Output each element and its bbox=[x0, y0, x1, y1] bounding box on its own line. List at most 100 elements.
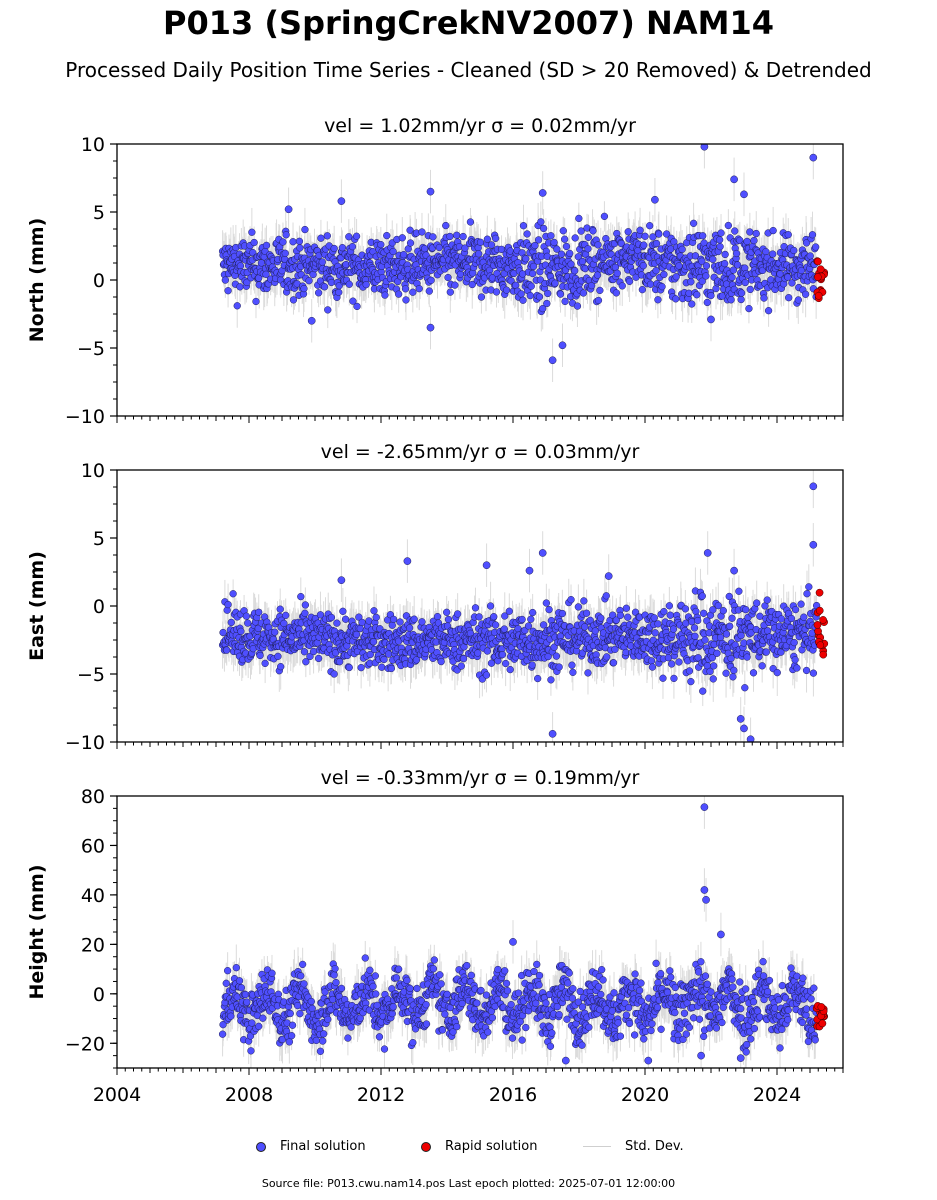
final-point bbox=[742, 279, 749, 286]
final-point bbox=[704, 299, 711, 306]
final-point bbox=[282, 250, 289, 257]
final-point bbox=[761, 295, 768, 302]
final-point bbox=[529, 270, 536, 277]
final-point bbox=[624, 614, 631, 621]
final-point bbox=[426, 288, 433, 295]
final-point bbox=[603, 653, 610, 660]
final-point bbox=[693, 291, 700, 298]
final-point bbox=[529, 609, 536, 616]
final-point bbox=[331, 245, 338, 252]
final-point bbox=[258, 259, 265, 266]
final-point bbox=[574, 303, 581, 310]
final-point bbox=[688, 301, 695, 308]
final-point bbox=[729, 274, 736, 281]
final-point bbox=[525, 623, 532, 630]
final-point bbox=[419, 229, 426, 236]
final-points-north bbox=[219, 143, 820, 364]
final-point bbox=[488, 660, 495, 667]
final-point bbox=[518, 291, 525, 298]
final-point bbox=[271, 629, 278, 636]
final-point bbox=[699, 232, 706, 239]
final-point bbox=[411, 616, 418, 623]
final-point bbox=[453, 232, 460, 239]
final-point bbox=[220, 629, 227, 636]
final-point bbox=[603, 592, 610, 599]
final-point bbox=[562, 298, 569, 305]
final-point bbox=[301, 648, 308, 655]
final-point bbox=[718, 230, 725, 237]
final-point bbox=[503, 287, 510, 294]
final-point bbox=[626, 278, 633, 285]
final-point bbox=[419, 618, 426, 625]
final-point bbox=[660, 271, 667, 278]
final-point bbox=[569, 662, 576, 669]
final-point bbox=[809, 231, 816, 238]
final-point bbox=[595, 297, 602, 304]
final-point-notable bbox=[427, 324, 434, 331]
final-point bbox=[477, 239, 484, 246]
final-point bbox=[519, 616, 526, 623]
final-point bbox=[388, 665, 395, 672]
final-point bbox=[302, 610, 309, 617]
final-point bbox=[382, 292, 389, 299]
final-point bbox=[717, 243, 724, 250]
final-point bbox=[653, 267, 660, 274]
final-point bbox=[407, 240, 414, 247]
final-point bbox=[537, 218, 544, 225]
final-point bbox=[302, 226, 309, 233]
final-point bbox=[306, 277, 313, 284]
final-point bbox=[445, 274, 452, 281]
final-point bbox=[370, 638, 377, 645]
final-point bbox=[569, 669, 576, 676]
final-point bbox=[543, 600, 550, 607]
final-point bbox=[478, 294, 485, 301]
final-point bbox=[522, 255, 529, 262]
final-point bbox=[716, 236, 723, 243]
final-point bbox=[250, 645, 257, 652]
final-point bbox=[257, 652, 264, 659]
final-point bbox=[492, 622, 499, 629]
final-point bbox=[637, 227, 644, 234]
final-point bbox=[795, 297, 802, 304]
final-point bbox=[557, 291, 564, 298]
final-point bbox=[443, 609, 450, 616]
final-point bbox=[527, 292, 534, 299]
final-point bbox=[301, 285, 308, 292]
final-point bbox=[527, 616, 534, 623]
final-point bbox=[371, 607, 378, 614]
series-final-north bbox=[219, 125, 820, 382]
final-point bbox=[488, 242, 495, 249]
final-point bbox=[812, 244, 819, 251]
panel-north: vel = 1.02mm/yr σ = 0.02mm/yrNorth (mm)−… bbox=[26, 115, 843, 428]
final-point bbox=[458, 663, 465, 670]
final-point bbox=[438, 658, 445, 665]
final-point bbox=[228, 619, 235, 626]
stddev-bars-east bbox=[223, 465, 817, 761]
final-point bbox=[575, 215, 582, 222]
rapid-point bbox=[814, 258, 821, 265]
final-point bbox=[487, 603, 494, 610]
final-point bbox=[568, 261, 575, 268]
final-point bbox=[556, 664, 563, 671]
final-point bbox=[282, 612, 289, 619]
final-point bbox=[484, 648, 491, 655]
final-point-notable bbox=[810, 154, 817, 161]
final-point bbox=[559, 610, 566, 617]
final-point bbox=[406, 625, 413, 632]
final-point bbox=[381, 656, 388, 663]
final-point bbox=[499, 651, 506, 658]
final-point bbox=[623, 605, 630, 612]
final-point bbox=[222, 277, 229, 284]
final-point bbox=[596, 287, 603, 294]
final-point bbox=[243, 613, 250, 620]
final-point bbox=[642, 233, 649, 240]
final-point bbox=[807, 253, 814, 260]
final-point bbox=[561, 236, 568, 243]
final-point bbox=[430, 233, 437, 240]
final-point bbox=[349, 243, 356, 250]
final-point bbox=[442, 222, 449, 229]
final-point bbox=[428, 277, 435, 284]
series-rapid-north bbox=[814, 258, 828, 302]
final-point bbox=[321, 283, 328, 290]
final-point bbox=[529, 662, 536, 669]
